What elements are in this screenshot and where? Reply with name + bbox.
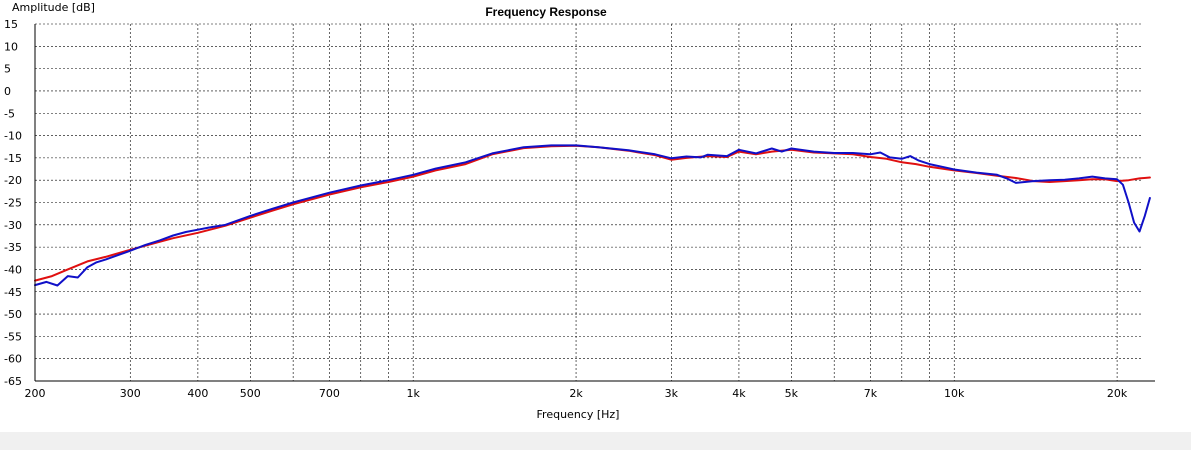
x-tick-label: 300 (120, 387, 141, 400)
y-tick-labels: 15 10 5 0 -5 -10 -15 -20 -25 -30 -35 -40 -45 -50 -55 -6… (4, 18, 22, 388)
series-line-2 (34, 144, 1151, 287)
y-tick-label: -5 (4, 107, 15, 120)
y-tick-label: -40 (4, 263, 22, 276)
y-tick-label: -20 (4, 174, 22, 187)
frequency-response-chart: Frequency Response Amplitude [dB] Freque… (4, 1, 1155, 421)
x-tick-label: 7k (864, 387, 878, 400)
y-tick-label: -35 (4, 241, 22, 254)
status-strip (0, 432, 1191, 450)
x-tick-label: 400 (187, 387, 208, 400)
y-tick-label: -30 (4, 219, 22, 232)
x-tick-label: 700 (319, 387, 340, 400)
y-tick-label: -10 (4, 130, 22, 143)
x-tick-label: 10k (944, 387, 965, 400)
x-tick-label: 5k (785, 387, 799, 400)
x-tick-label: 20k (1107, 387, 1128, 400)
chart-title: Frequency Response (485, 5, 607, 19)
x-tick-labels: 200 300 400 500 700 1k 2k 3k 4k 5k 7k 10k 20k (25, 387, 1128, 400)
y-tick-label: -55 (4, 330, 22, 343)
grid (34, 23, 1141, 382)
series-lines (34, 144, 1151, 287)
y-tick-label: -50 (4, 308, 22, 321)
y-tick-label: -65 (4, 375, 22, 388)
x-tick-label: 500 (240, 387, 261, 400)
series-line-1 (34, 144, 1151, 282)
x-tick-label: 3k (665, 387, 679, 400)
x-tick-label: 4k (732, 387, 746, 400)
y-axis-label: Amplitude [dB] (12, 1, 95, 14)
y-tick-label: 5 (4, 63, 11, 76)
x-tick-label: 200 (25, 387, 46, 400)
y-tick-label: 10 (4, 40, 18, 53)
x-tick-label: 1k (406, 387, 420, 400)
y-tick-label: -25 (4, 197, 22, 210)
y-tick-label: -60 (4, 353, 22, 366)
x-tick-label: 2k (569, 387, 583, 400)
x-axis-label: Frequency [Hz] (537, 408, 620, 421)
y-tick-label: -45 (4, 286, 22, 299)
chart-svg: Frequency Response Amplitude [dB] Freque… (4, 1, 1155, 421)
y-tick-label: 15 (4, 18, 18, 31)
y-tick-label: -15 (4, 152, 22, 165)
y-tick-label: 0 (4, 85, 11, 98)
